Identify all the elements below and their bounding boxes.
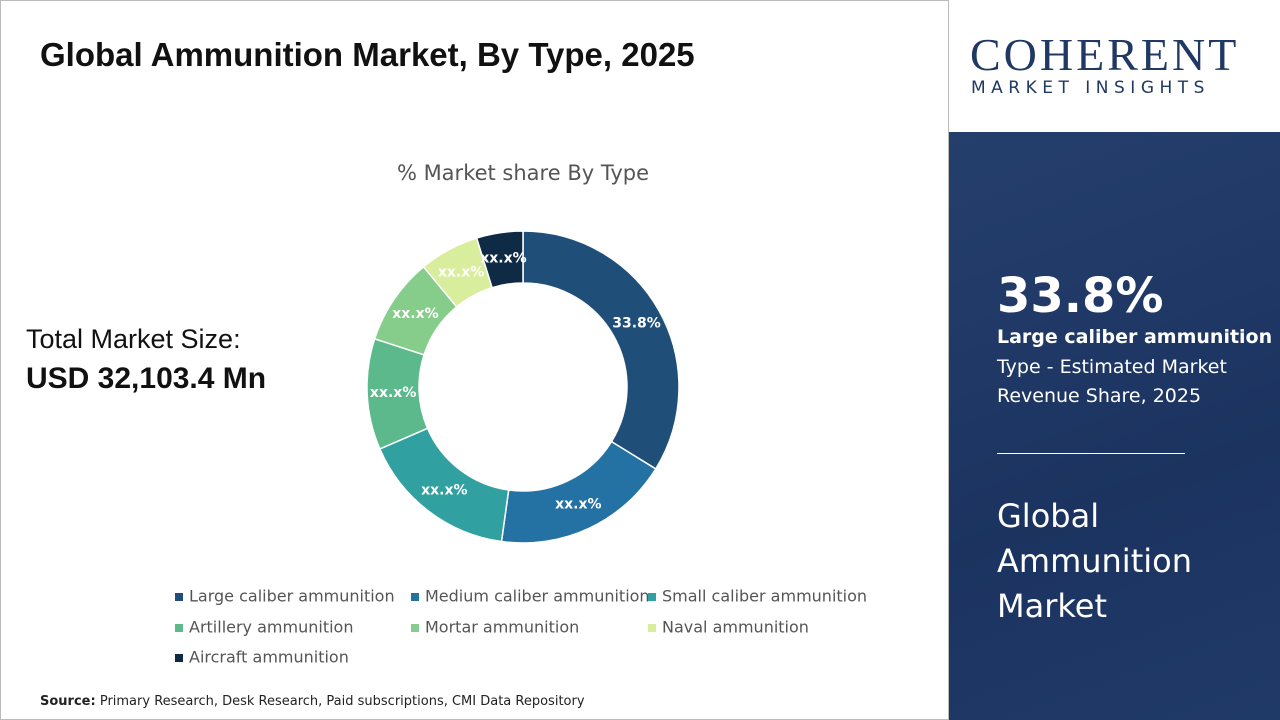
chart-title: % Market share By Type (397, 161, 649, 185)
donut-slice (522, 230, 680, 470)
divider (997, 453, 1185, 454)
source-label: Source: (40, 694, 96, 709)
data-label: 33.8% (612, 316, 661, 332)
data-label: xx.x% (480, 250, 526, 266)
side-panel (949, 132, 1280, 720)
data-label: xx.x% (370, 385, 416, 401)
legend-label: Small caliber ammunition (662, 587, 867, 606)
legend-label: Aircraft ammunition (189, 648, 349, 667)
legend-swatch (175, 654, 183, 662)
legend-swatch (411, 593, 419, 601)
data-label: xx.x% (392, 306, 438, 322)
highlight-description: Type - Estimated Market Revenue Share, 2… (997, 356, 1227, 407)
chart: % Market share By Type 33.8%xx.x%xx.x%xx… (175, 161, 867, 667)
donut-slice (475, 230, 524, 289)
data-label: xx.x% (555, 497, 601, 513)
legend-label: Naval ammunition (662, 618, 809, 637)
legend-label: Medium caliber ammunition (425, 587, 650, 606)
legend-label: Large caliber ammunition (189, 587, 395, 606)
logo-tagline: MARKET INSIGHTS (971, 78, 1210, 98)
page-title: Global Ammunition Market, By Type, 2025 (40, 36, 695, 73)
data-label: xx.x% (421, 482, 467, 498)
donut-slice (500, 440, 657, 544)
logo-name: COHERENT (970, 29, 1240, 80)
legend-swatch (648, 593, 656, 601)
total-market-value: USD 32,103.4 Mn (26, 362, 267, 395)
legend-swatch (648, 624, 656, 632)
total-market-label: Total Market Size: (26, 324, 241, 354)
legend-swatch (175, 624, 183, 632)
highlight-segment: Large caliber ammunition (997, 326, 1273, 348)
panel-title: Global Ammunition Market (997, 497, 1192, 625)
source: Source: Primary Research, Desk Research,… (40, 694, 585, 709)
legend-label: Mortar ammunition (425, 618, 579, 637)
data-label: xx.x% (438, 265, 484, 281)
highlight-value: 33.8% (997, 268, 1164, 324)
legend-label: Artillery ammunition (189, 618, 353, 637)
legend-swatch (411, 624, 419, 632)
legend-swatch (175, 593, 183, 601)
source-text: Primary Research, Desk Research, Paid su… (99, 694, 585, 709)
